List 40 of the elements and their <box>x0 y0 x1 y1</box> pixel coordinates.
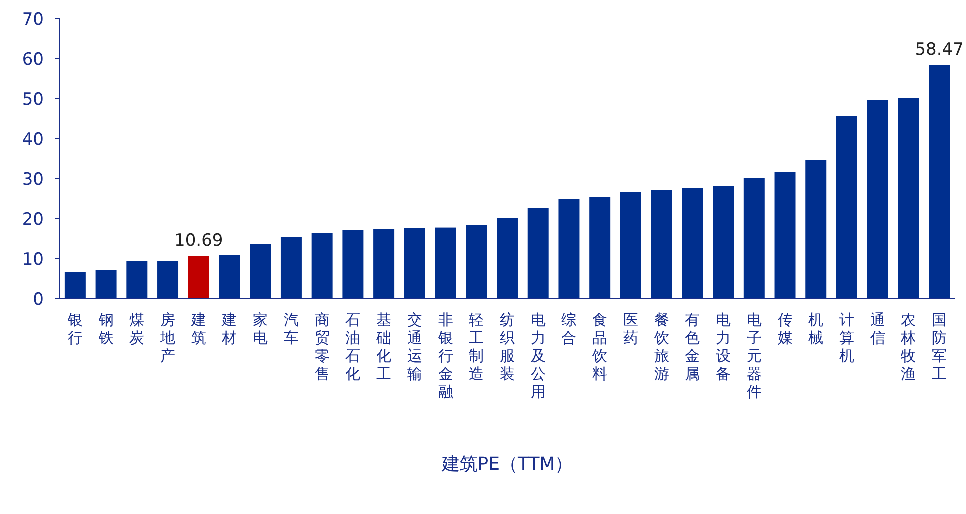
x-tick-label: 钢铁 <box>98 311 114 347</box>
x-tick-label: 电力设备 <box>716 311 732 383</box>
x-tick-label: 食品饮料 <box>592 311 608 383</box>
y-tick-label: 40 <box>22 130 44 150</box>
x-tick-label: 建筑 <box>191 311 206 347</box>
y-tick-label: 50 <box>22 90 44 110</box>
x-tick-label: 电力及公用 <box>530 311 546 401</box>
x-tick-label: 建材 <box>222 311 238 347</box>
x-tick-label: 计算机 <box>839 311 854 365</box>
x-axis-title: 建筑PE（TTM） <box>440 454 574 475</box>
x-tick-label: 基础化工 <box>376 311 392 383</box>
y-tick-label: 60 <box>22 50 44 70</box>
x-tick-label: 机械 <box>808 311 824 347</box>
x-tick-label: 农林牧渔 <box>901 311 916 383</box>
x-tick-label: 石油石化 <box>346 311 361 383</box>
x-tick-label: 煤炭 <box>130 311 145 347</box>
x-tick-label: 电子元器件 <box>746 311 762 401</box>
x-tick-label: 纺织服装 <box>500 311 515 383</box>
x-tick-label: 国防军工 <box>932 311 948 383</box>
y-tick-label: 20 <box>22 210 44 230</box>
x-tick-label: 餐饮旅游 <box>654 311 670 383</box>
x-tick-label: 汽车 <box>284 311 299 347</box>
x-tick-label: 非银行金融 <box>438 311 454 401</box>
x-tick-label: 综合 <box>562 311 577 347</box>
x-tick-label: 银行 <box>68 311 83 347</box>
x-tick-label: 传媒 <box>778 311 793 347</box>
y-tick-label: 0 <box>33 290 44 310</box>
data-label: 58.47 <box>915 40 964 60</box>
x-tick-label: 有色金属 <box>685 311 700 383</box>
x-tick-label: 商贸零售 <box>314 311 330 383</box>
x-tick-label: 交通运输 <box>407 311 422 383</box>
y-tick-label: 10 <box>22 250 44 270</box>
y-tick-label: 30 <box>22 170 44 190</box>
y-tick-label: 70 <box>22 10 44 30</box>
x-tick-label: 轻工制造 <box>469 311 484 383</box>
data-label: 10.69 <box>174 231 224 252</box>
x-tick-label: 房地产 <box>160 311 176 365</box>
x-tick-label: 家电 <box>253 311 268 347</box>
x-tick-label: 通信 <box>870 311 886 347</box>
x-tick-label: 医药 <box>623 311 638 347</box>
